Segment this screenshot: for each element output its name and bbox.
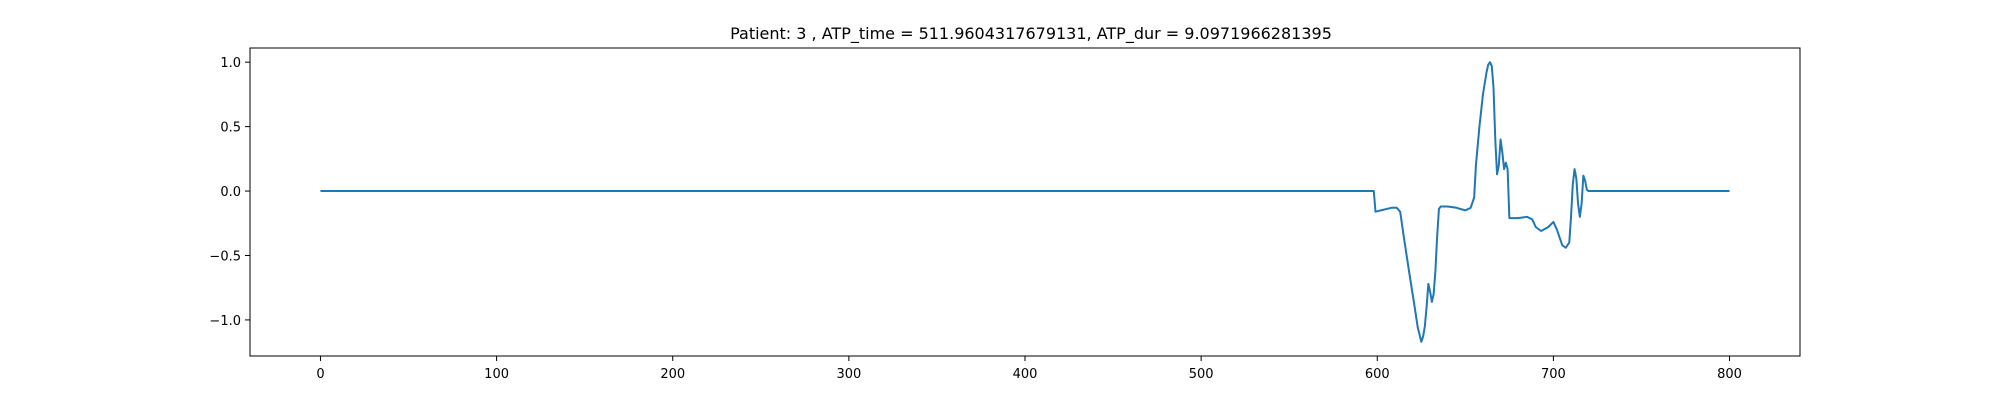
x-tick-label: 0 — [316, 367, 324, 382]
x-axis: 0 100 200 300 400 500 600 700 800 — [316, 356, 1742, 382]
y-axis: 1.0 0.5 0.0 −0.5 −1.0 — [209, 56, 250, 329]
x-tick-label: 300 — [836, 367, 861, 382]
x-tick-label: 600 — [1365, 367, 1390, 382]
y-tick-label: −1.0 — [209, 314, 241, 329]
series-line-1 — [320, 61, 1730, 343]
y-tick-label: 1.0 — [220, 56, 241, 71]
plot-frame — [249, 47, 1801, 357]
x-tick-label: 800 — [1717, 367, 1742, 382]
x-tick-label: 700 — [1541, 367, 1566, 382]
series-layer — [320, 61, 1730, 343]
x-tick-label: 400 — [1013, 367, 1038, 382]
x-tick-label: 100 — [484, 367, 509, 382]
x-tick-label: 500 — [1189, 367, 1214, 382]
y-tick-label: −0.5 — [209, 249, 241, 264]
x-tick-label: 200 — [660, 367, 685, 382]
y-tick-label: 0.0 — [220, 185, 241, 200]
y-tick-label: 0.5 — [220, 121, 241, 136]
chart-title: Patient: 3 , ATP_time = 511.960431767913… — [730, 24, 1332, 44]
